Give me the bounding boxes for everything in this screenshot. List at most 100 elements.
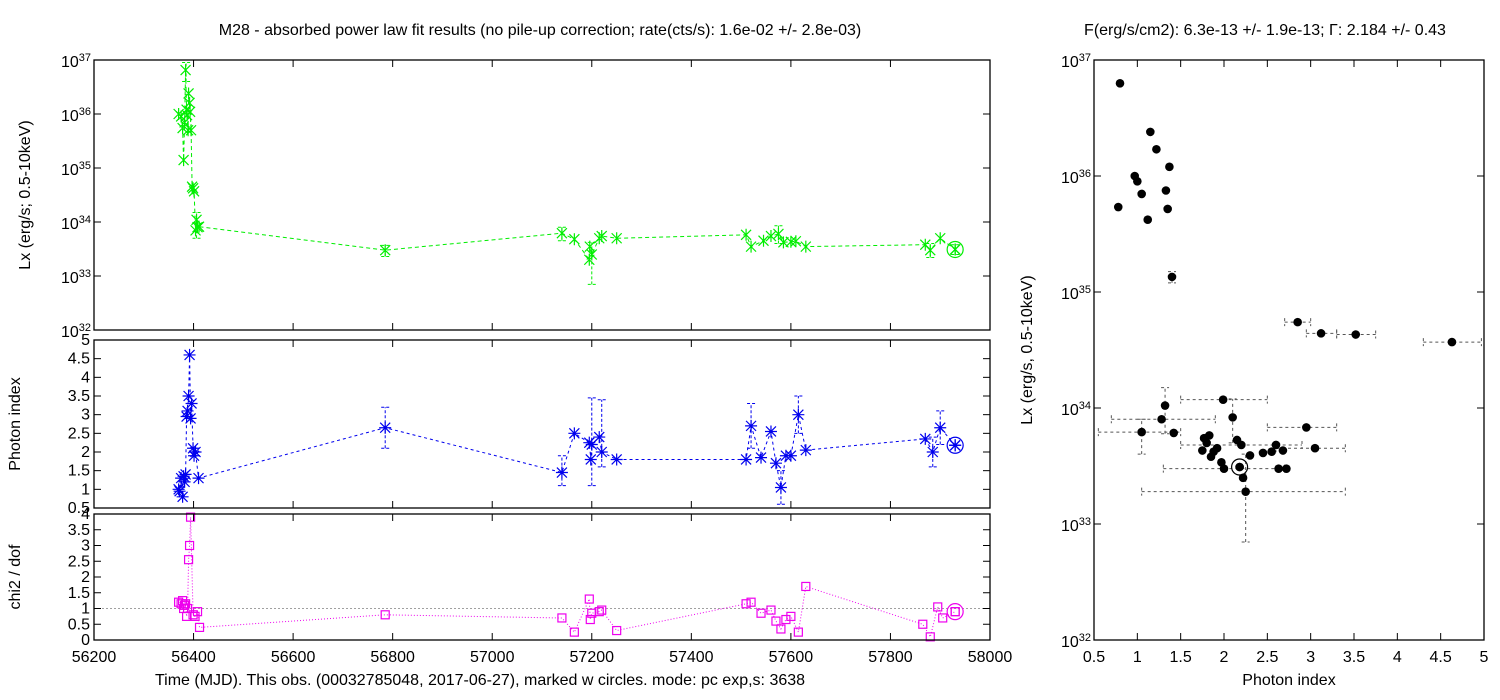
y-tick-label: 1034	[1061, 400, 1091, 419]
data-point	[185, 397, 198, 410]
data-point	[585, 438, 598, 451]
y-tick-label: 1.5	[68, 463, 90, 480]
data-point	[568, 233, 580, 246]
data-point	[597, 605, 607, 615]
data-point	[1137, 427, 1146, 437]
data-point	[183, 87, 195, 100]
data-point	[1302, 423, 1311, 432]
right-title: F(erg/s/cm2): 6.3e-13 +/- 1.9e-13; Γ: 2.…	[1084, 22, 1446, 39]
x-tick-label: 56400	[171, 649, 216, 666]
data-point	[192, 221, 203, 234]
y-tick-label: 2	[81, 444, 90, 461]
data-point	[1198, 446, 1207, 455]
y-tick-label: 1.5	[68, 585, 90, 602]
data-point	[594, 607, 604, 617]
data-point	[1316, 329, 1326, 338]
data-point	[188, 449, 201, 462]
data-point	[925, 632, 935, 642]
data-point	[190, 611, 200, 621]
data-point	[584, 594, 594, 604]
x-error-bar	[1266, 423, 1338, 432]
data-point	[380, 610, 390, 620]
data-point	[184, 540, 195, 551]
data-point	[1115, 78, 1125, 88]
x-tick-label: 57400	[669, 649, 714, 666]
panel-chi2-vs-time: 00.511.522.533.54 56200 56400 56600 56800 570…	[7, 506, 1012, 689]
error-bar	[557, 455, 566, 487]
y-tick-label: 1032	[61, 322, 91, 341]
data-point	[1169, 428, 1179, 438]
data-point	[182, 603, 193, 614]
x-tick-label: 4	[1393, 649, 1402, 666]
x-tick-label: 57000	[470, 649, 515, 666]
data-point	[1351, 330, 1361, 339]
x-tick-label: 3.5	[1343, 649, 1365, 666]
y-tick-label: 1037	[61, 52, 91, 71]
data-point	[176, 490, 189, 503]
y-tick-label: 4	[81, 369, 90, 386]
data-point	[1278, 446, 1288, 455]
current-obs-circle	[946, 240, 964, 259]
data-point	[178, 154, 190, 167]
series-line	[178, 517, 956, 639]
data-point	[180, 410, 193, 423]
x-tick-label: 3	[1306, 649, 1315, 666]
data-point	[184, 412, 197, 425]
data-point	[379, 421, 392, 434]
data-point	[584, 240, 596, 253]
data-point	[756, 608, 766, 618]
data-point	[926, 446, 939, 458]
x-tick-label: 56800	[370, 649, 415, 666]
y-tick-label: 1033	[1061, 516, 1091, 535]
data-point	[764, 425, 777, 438]
data-point	[180, 64, 192, 77]
panel-lx-vs-photon-index: 1032 1033 1034 1035 1036 1037 0.5 1 1.5 2 2.5 3 3.5 4…	[1019, 52, 1489, 689]
data-point	[189, 446, 202, 458]
data-point	[185, 512, 196, 522]
data-point	[194, 622, 205, 633]
data-point	[919, 432, 932, 445]
data-point	[1238, 473, 1248, 483]
data-point	[793, 627, 803, 637]
data-point	[1212, 443, 1222, 453]
plot-frame	[93, 59, 991, 331]
data-point	[1146, 127, 1155, 137]
x-axis-label: Photon index	[1242, 672, 1335, 689]
x-tick-label: 0.5	[1083, 649, 1105, 666]
data-point	[771, 616, 781, 626]
data-point	[610, 453, 623, 466]
x-tick-label: 2	[1220, 649, 1229, 666]
series-line	[178, 354, 956, 497]
data-point	[1228, 413, 1237, 422]
x-tick-label: 2.5	[1256, 649, 1278, 666]
data-point	[192, 472, 205, 485]
x-tick-label: 4.5	[1430, 649, 1452, 666]
series-line	[178, 70, 956, 262]
data-point	[769, 457, 782, 470]
data-point	[187, 442, 200, 455]
plot-frame	[93, 339, 991, 509]
data-point	[1152, 144, 1161, 154]
data-point	[1237, 440, 1246, 450]
panel-photon-index-vs-time: 0.5 11.5 2 2.53 3.5 44.5 5 Photon index	[7, 332, 991, 517]
data-point	[740, 228, 752, 241]
data-point	[173, 485, 186, 498]
y-axis-label: chi2 / dof	[7, 544, 24, 609]
data-point	[786, 611, 796, 621]
data-point	[184, 105, 196, 118]
current-obs-circle	[946, 603, 964, 621]
y-tick-label: 3	[81, 538, 90, 555]
error-bar	[587, 397, 596, 487]
data-point	[179, 468, 192, 481]
data-point	[1218, 395, 1228, 404]
data-point	[792, 408, 805, 421]
y-tick-label: 4.5	[68, 351, 90, 368]
data-point	[1137, 189, 1146, 199]
data-point	[1202, 438, 1211, 448]
x-tick-label: 1	[1133, 649, 1142, 666]
data-point	[950, 607, 960, 617]
data-point	[949, 439, 962, 452]
data-point	[568, 427, 581, 440]
x-tick-label: 58000	[968, 649, 1013, 666]
